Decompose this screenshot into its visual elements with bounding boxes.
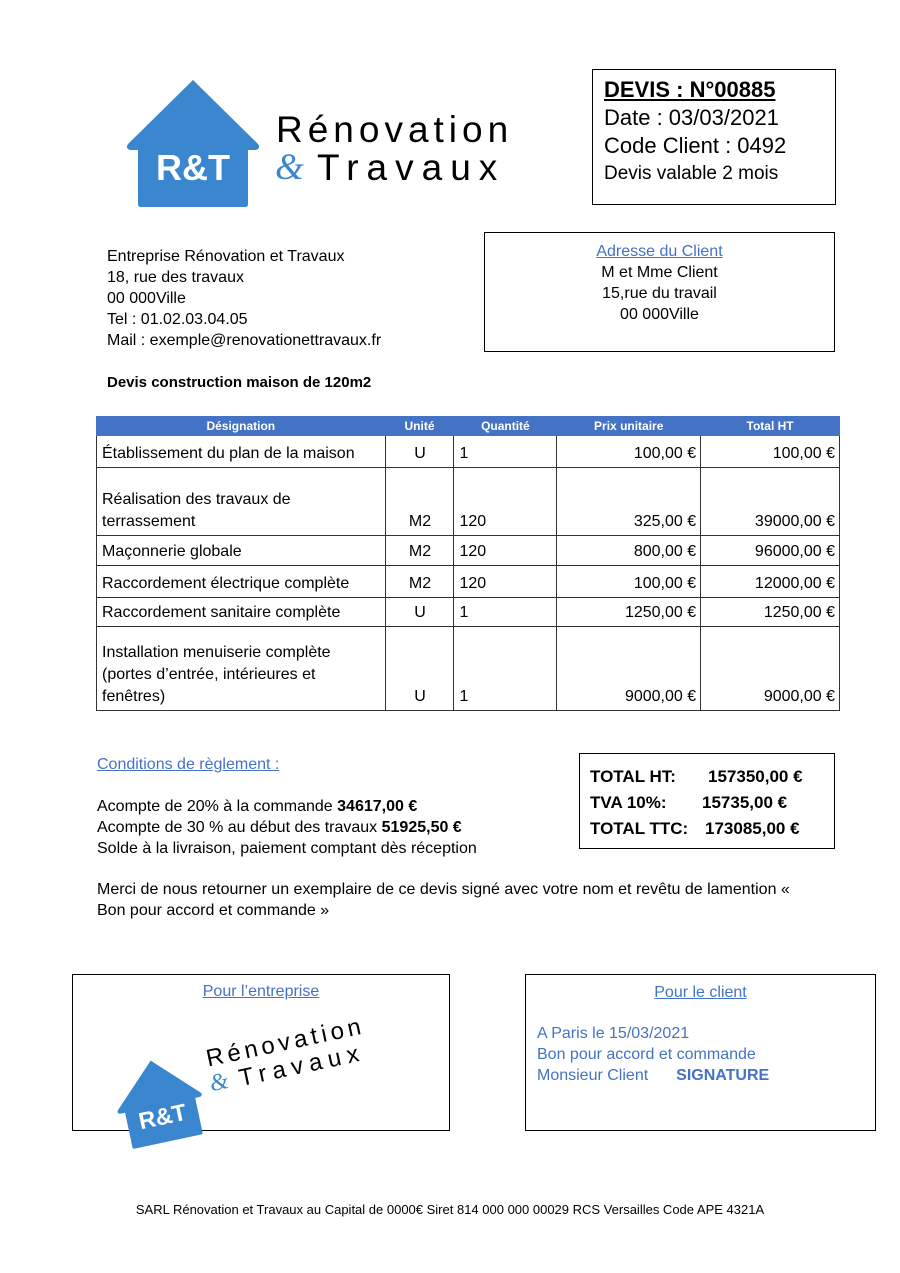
balance-line: Solde à la livraison, paiement comptant … [97, 840, 477, 857]
table-row: Raccordement sanitaire complète U 1 1250,00… [96, 597, 840, 627]
total-ht-label: TOTAL HT: [590, 767, 676, 786]
quantity-cell: 1 [453, 597, 558, 627]
unit-price-cell: 325,00 € [556, 467, 702, 536]
company-mail: Mail : exemple@renovationettravaux.fr [107, 332, 382, 349]
quantity-cell: 120 [453, 565, 558, 598]
client-signature: SIGNATURE [676, 1067, 770, 1084]
payment-conditions: Conditions de règlement : Acompte de 20%… [97, 754, 477, 859]
quantity-cell: 1 [453, 626, 558, 711]
column-header: Total HT [700, 416, 840, 436]
logo-amp: & [275, 147, 304, 188]
legal-footer: SARL Rénovation et Travaux au Capital de… [135, 1202, 765, 1217]
total-ttc-label: TOTAL TTC: [590, 819, 689, 838]
unit-cell: U [384, 626, 455, 711]
deposit-1-text: Acompte de 20% à la commande [97, 798, 338, 815]
unit-price-cell: 9000,00 € [556, 626, 702, 711]
quote-validity: Devis valable 2 mois [604, 163, 779, 184]
unit-cell: U [384, 435, 455, 468]
return-instructions: Merci de nous retourner un exemplaire de… [97, 881, 790, 919]
house-icon: R&T [126, 80, 260, 207]
tva-label: TVA 10%: [590, 793, 667, 812]
column-header: Unité [384, 416, 455, 436]
designation-cell: Installation menuiserie complète (portes… [96, 626, 386, 711]
company-stamp-logo: R&T Rénovation & Travaux [100, 979, 407, 1149]
logo-line1: Rénovation [276, 109, 514, 150]
total-ht-cell: 96000,00 € [700, 535, 840, 566]
quantity-cell: 120 [453, 467, 558, 536]
designation-cell: Réalisation des travaux de terrassement [96, 467, 386, 536]
designation-cell: Maçonnerie globale [96, 535, 386, 566]
client-address-box: Adresse du Client M et Mme Client 15,rue… [484, 232, 835, 352]
client-signature-mention: Bon pour accord et commande [537, 1046, 756, 1063]
company-street: 18, rue des travaux [107, 269, 244, 286]
unit-price-cell: 1250,00 € [556, 597, 702, 627]
unit-cell: M2 [384, 535, 455, 566]
client-signature-box: Pour le client A Paris le 15/03/2021 Bon… [525, 974, 876, 1131]
client-city: 00 000Ville [620, 306, 699, 323]
unit-cell: U [384, 597, 455, 627]
unit-cell: M2 [384, 467, 455, 536]
deposit-2-text: Acompte de 30 % au début des travaux [97, 819, 382, 836]
quote-date: Date : 03/03/2021 [604, 105, 779, 130]
house-icon: R&T [117, 1060, 203, 1149]
column-header: Quantité [453, 416, 558, 436]
quote-subject: Devis construction maison de 120m2 [107, 374, 372, 391]
table-row: Réalisation des travaux de terrassement M… [96, 467, 840, 536]
totals-box: TOTAL HT: 157350,00 € TVA 10%: 15735,00 € … [579, 753, 835, 849]
company-name: Entreprise Rénovation et Travaux [107, 248, 345, 265]
unit-price-cell: 100,00 € [556, 435, 702, 468]
total-ht-cell: 39000,00 € [700, 467, 840, 536]
total-ttc-value: 173085,00 € [705, 819, 800, 838]
quote-info-box: DEVIS : N°00885 Date : 03/03/2021 Code C… [592, 69, 836, 205]
designation-cell: Établissement du plan de la maison [96, 435, 386, 468]
logo-initials: R&T [156, 147, 230, 188]
quantity-cell: 1 [453, 435, 558, 468]
conditions-heading: Conditions de règlement : [97, 756, 280, 773]
total-ht-value: 157350,00 € [708, 767, 803, 786]
client-signature-place-date: A Paris le 15/03/2021 [537, 1025, 690, 1042]
table-row: Raccordement électrique complète M2 120 100… [96, 565, 840, 598]
tva-value: 15735,00 € [702, 793, 788, 812]
client-heading: Adresse du Client [596, 243, 723, 260]
deposit-2-amount: 51925,50 € [381, 819, 462, 836]
company-city: 00 000Ville [107, 290, 186, 307]
quote-table: Désignation Unité Quantité Prix unitaire Tot… [96, 416, 840, 711]
quantity-cell: 120 [453, 535, 558, 566]
total-ht-cell: 12000,00 € [700, 565, 840, 598]
client-street: 15,rue du travail [602, 285, 717, 302]
deposit-line-2: Acompte de 30 % au début des travaux 519… [97, 817, 477, 838]
deposit-1-amount: 34617,00 € [337, 798, 418, 815]
column-header: Désignation [96, 416, 386, 436]
stamp-amp: & [207, 1067, 231, 1098]
designation-cell: Raccordement sanitaire complète [96, 597, 386, 627]
client-name: M et Mme Client [601, 264, 718, 281]
company-tel: Tel : 01.02.03.04.05 [107, 311, 248, 328]
table-row: Installation menuiserie complète (portes… [96, 626, 840, 711]
company-address: Entreprise Rénovation et Travaux 18, rue… [107, 246, 381, 351]
total-ht-cell: 9000,00 € [700, 626, 840, 711]
unit-cell: M2 [384, 565, 455, 598]
client-code: Code Client : 0492 [604, 133, 787, 158]
table-row: Maçonnerie globale M2 120 800,00 €96000,00 … [96, 535, 840, 566]
unit-price-cell: 100,00 € [556, 565, 702, 598]
deposit-line-1: Acompte de 20% à la commande 34617,00 € [97, 796, 477, 817]
total-ht-cell: 1250,00 € [700, 597, 840, 627]
designation-cell: Raccordement électrique complète [96, 565, 386, 598]
column-header: Prix unitaire [556, 416, 702, 436]
table-row: Établissement du plan de la maison U 1 100,… [96, 435, 840, 468]
client-signature-heading: Pour le client [654, 984, 747, 1001]
logo-line2: Travaux [317, 147, 506, 188]
quote-number: DEVIS : N°00885 [604, 77, 776, 102]
total-ht-cell: 100,00 € [700, 435, 840, 468]
client-signature-name: Monsieur Client [537, 1067, 649, 1084]
unit-price-cell: 800,00 € [556, 535, 702, 566]
company-signature-box: Pour l’entreprise R&T Rénovation & Trava… [72, 974, 450, 1149]
company-logo: R&T Rénovation & Travaux [125, 78, 535, 210]
company-signature-heading: Pour l’entreprise [202, 983, 320, 1000]
